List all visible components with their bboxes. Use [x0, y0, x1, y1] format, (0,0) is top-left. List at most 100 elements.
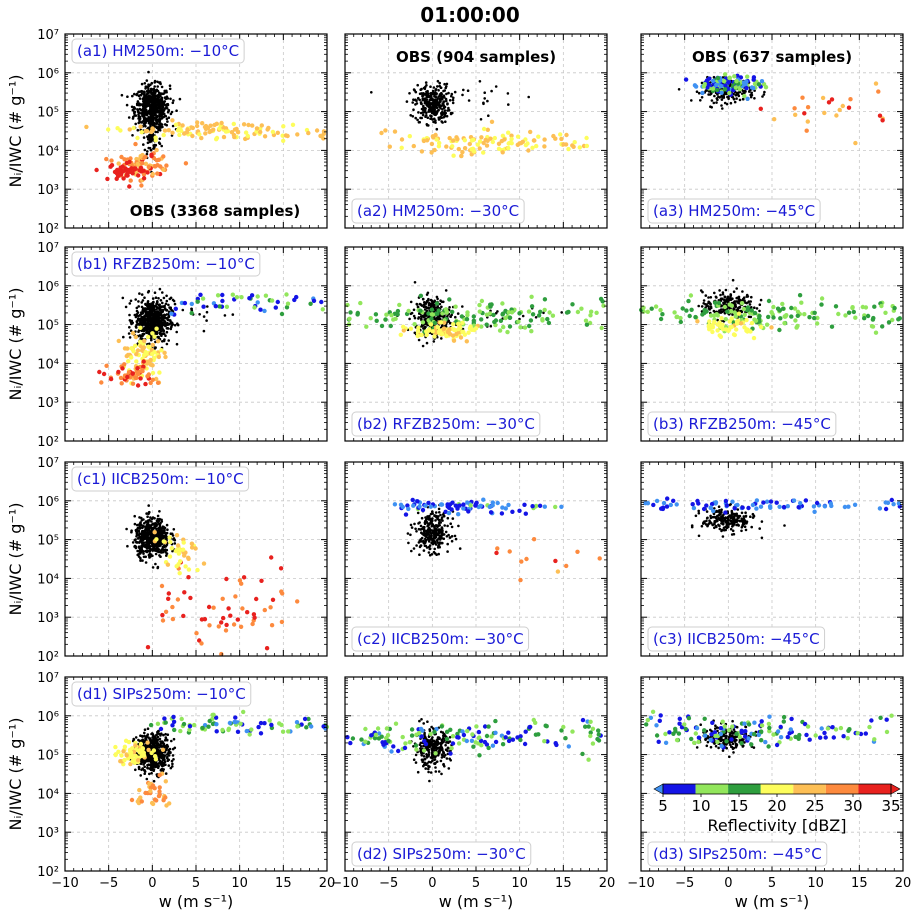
obs-point [442, 116, 446, 119]
obs-point [741, 290, 744, 293]
obs-point [429, 117, 432, 120]
model-point [444, 309, 449, 314]
obs-point [453, 90, 457, 94]
y-tick-label: 10⁶ [37, 280, 59, 295]
model-point [717, 320, 722, 325]
model-point [812, 310, 817, 315]
model-point [173, 306, 178, 311]
model-point [142, 338, 147, 344]
obs-point [434, 88, 438, 92]
model-point [764, 322, 770, 327]
obs-point [409, 312, 413, 316]
obs-point [129, 329, 133, 333]
model-point [846, 105, 852, 110]
model-point [177, 132, 182, 138]
model-point [534, 143, 539, 149]
model-point [135, 135, 140, 141]
model-point [263, 293, 269, 298]
obs-point [173, 542, 177, 545]
obs-point [131, 541, 135, 544]
obs-point [169, 321, 173, 325]
model-point [182, 300, 188, 306]
obs-point [138, 334, 142, 337]
obs-point [132, 110, 136, 113]
model-point [388, 323, 393, 329]
model-point [221, 134, 227, 140]
model-point [869, 324, 875, 329]
obs-point [153, 85, 156, 88]
model-point [436, 308, 441, 313]
model-point [451, 153, 456, 158]
obs-point [737, 295, 740, 299]
obs-point [152, 300, 155, 304]
model-point [119, 381, 124, 386]
obs-point [146, 291, 150, 294]
obs-point [166, 103, 170, 107]
obs-point [413, 281, 417, 284]
obs-point [727, 97, 730, 100]
obs-point [735, 97, 738, 100]
obs-point [421, 94, 425, 97]
panel-a1: 10² 10³ 10⁴ 10⁵ 10⁶ 10⁷ Nᵢ/IWC (# g⁻¹) [6, 28, 328, 237]
model-point [507, 315, 513, 320]
model-point [509, 133, 514, 138]
obs-point [159, 82, 162, 86]
model-point [128, 156, 133, 161]
model-point [424, 332, 429, 338]
obs-point [147, 70, 150, 74]
model-point [393, 316, 398, 321]
model-point [234, 295, 240, 300]
obs-point [418, 98, 422, 102]
model-point [744, 328, 749, 333]
model-point [757, 313, 762, 319]
obs-point [139, 337, 143, 341]
model-point [195, 120, 200, 125]
model-point [880, 324, 885, 329]
model-point [154, 147, 159, 153]
obs-point [733, 100, 737, 104]
obs-point [161, 340, 164, 343]
model-point [819, 296, 825, 301]
model-point [254, 126, 260, 131]
model-point [577, 145, 582, 150]
obs-point [719, 308, 723, 311]
model-point [693, 314, 698, 320]
obs-point [467, 99, 471, 102]
model-point [418, 293, 424, 298]
model-point [162, 128, 168, 133]
obs-point [710, 99, 714, 102]
model-point [834, 113, 839, 118]
obs-point [702, 302, 705, 305]
obs-point [144, 105, 148, 109]
model-point [458, 325, 463, 330]
model-point [819, 302, 824, 307]
obs-point [719, 293, 722, 297]
model-point [431, 135, 436, 140]
model-point [141, 176, 147, 181]
model-point [104, 363, 109, 368]
model-point [428, 322, 434, 327]
model-point [598, 296, 604, 302]
model-point [500, 133, 506, 138]
obs-point [749, 95, 753, 99]
model-point [273, 305, 278, 310]
model-point [150, 331, 155, 336]
model-point [804, 128, 809, 133]
obs-point [408, 317, 411, 321]
model-point [710, 322, 715, 328]
obs-point [146, 85, 150, 89]
obs-point [436, 85, 439, 88]
obs-point [461, 93, 464, 97]
obs-point [713, 94, 716, 98]
obs-point [431, 89, 435, 93]
obs-point [722, 95, 725, 98]
obs-point [437, 89, 440, 92]
model-point [150, 171, 155, 177]
obs-point [413, 331, 417, 335]
obs-point [702, 299, 706, 302]
obs-point [141, 334, 144, 338]
obs-point [417, 316, 421, 319]
obs-point [128, 336, 132, 339]
obs-point [440, 305, 443, 309]
obs-point [149, 123, 152, 127]
